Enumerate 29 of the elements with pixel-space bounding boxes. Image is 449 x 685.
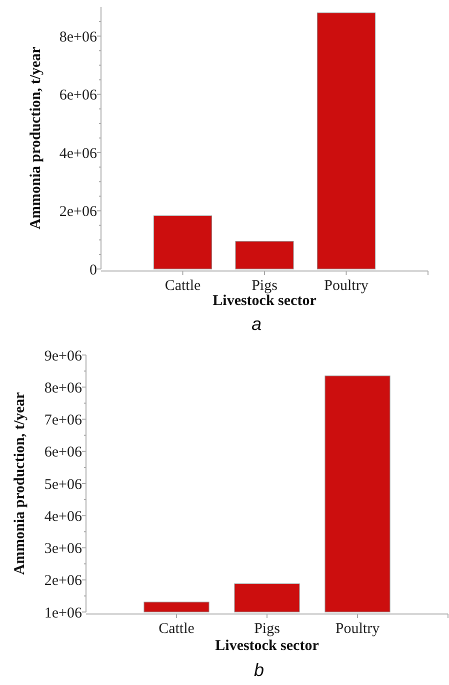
x-tick-label: Poultry — [335, 621, 380, 637]
bar — [316, 12, 376, 270]
y-tick-label: 7e+06 — [44, 412, 82, 428]
y-tick-label: 4e+06 — [44, 508, 82, 525]
y-tick-label: 6e+06 — [59, 88, 98, 104]
y-tick-label: 5e+06 — [44, 476, 82, 493]
y-tick-label: 2e+06 — [59, 204, 98, 220]
y-axis-title: Ammonia production, t/year — [28, 46, 44, 230]
y-tick-label: 3e+06 — [44, 541, 82, 557]
y-axis-title: Ammonia production, t/year — [12, 392, 28, 575]
y-tick-label: 4e+06 — [59, 146, 98, 162]
bar — [235, 241, 294, 270]
x-tick-label: Pigs — [254, 621, 280, 637]
y-tick-label: 6e+06 — [44, 444, 82, 461]
x-axis-title: Livestock sector — [212, 293, 317, 309]
text: b — [254, 660, 264, 680]
x-tick-label: Cattle — [158, 621, 195, 637]
y-tick-label: 0 — [90, 262, 97, 278]
bar — [153, 215, 212, 270]
y-tick-label: 9e+06 — [44, 348, 82, 364]
y-tick-label: 8e+06 — [44, 380, 82, 396]
text: a — [251, 314, 262, 334]
x-axis-title: Livestock sector — [215, 638, 320, 654]
x-tick-label: Cattle — [164, 278, 201, 294]
x-tick-label: Pigs — [252, 278, 278, 294]
y-tick-label: 1e+06 — [44, 605, 82, 622]
y-tick-label: 2e+06 — [44, 573, 82, 590]
x-tick-label: Poultry — [324, 278, 369, 294]
y-tick-label: 8e+06 — [59, 29, 98, 46]
